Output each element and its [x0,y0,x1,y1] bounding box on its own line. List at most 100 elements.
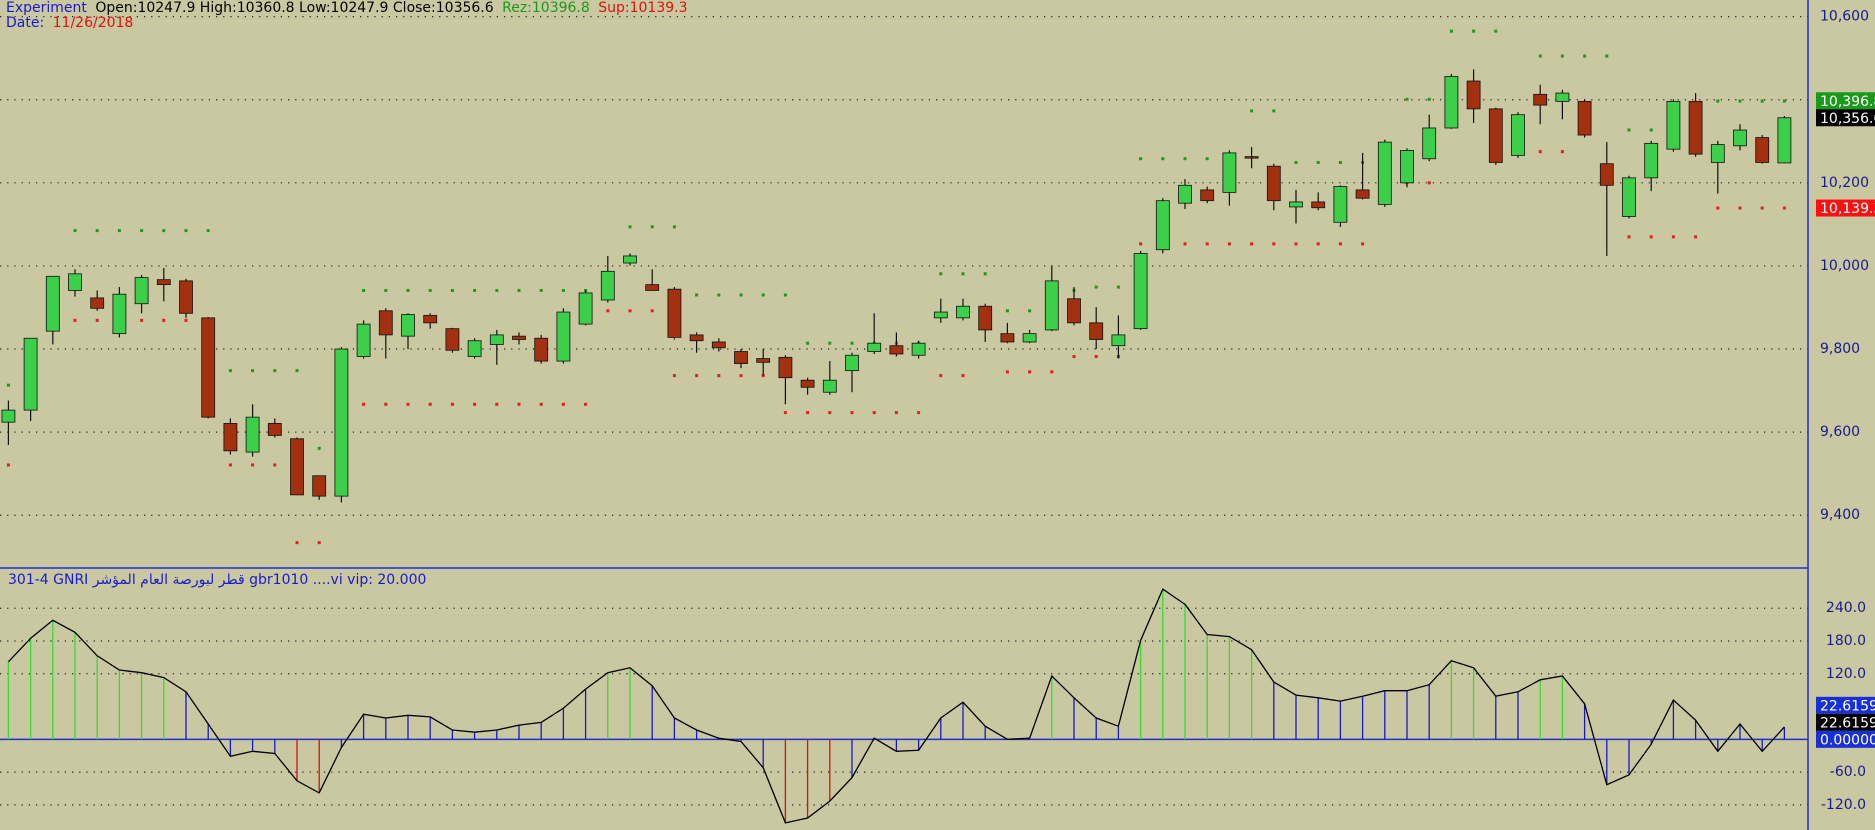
level-dot [1338,242,1342,246]
level-dot [517,402,521,406]
candle-body [1777,117,1792,164]
candle-body [112,293,127,335]
level-dot [850,341,854,345]
candle-body [45,275,60,332]
candle-body [1333,186,1348,223]
level-dot [1116,285,1120,289]
level-dot [6,463,10,467]
y-tick-label: 10,200 [1820,175,1869,191]
candle-body [1533,93,1548,106]
level-dot [1782,206,1786,210]
level-dot [206,229,210,233]
level-dot [961,272,965,276]
level-dot [1316,160,1320,164]
y-tick-label: 9,400 [1820,507,1860,523]
candle-body [1089,322,1104,340]
level-dot [117,229,121,233]
candle-body [1155,200,1170,251]
price-marker [1816,109,1875,127]
level-dot [1205,157,1209,161]
price-marker-label: 10,139.3 [1820,201,1875,217]
level-dot [317,446,321,450]
level-dot [1294,160,1298,164]
candle-body [1488,108,1503,163]
date-line: Date: 11/26/2018 [6,15,133,31]
level-dot [1449,29,1453,33]
level-dot [1627,235,1631,239]
level-dot [273,369,277,373]
level-dot [295,541,299,545]
candle-body [756,358,771,363]
candle-body [1178,184,1192,204]
candle-body [956,305,970,319]
level-dot [1028,370,1032,374]
candle-body [1622,177,1636,217]
level-dot [162,229,166,233]
y-tick-label: -60.0 [1830,764,1866,780]
level-dot [939,374,943,378]
level-dot [806,341,810,345]
candle-body [1688,100,1703,155]
candle-body [889,345,904,355]
candle-body [689,334,704,342]
level-dot [783,293,787,297]
candle-body [1355,189,1370,199]
level-dot [939,272,943,276]
price-marker-label: 22.6159 [1820,715,1875,731]
level-dot [1583,54,1587,58]
date: 11/26/2018 [53,15,134,31]
level-dot [606,309,610,313]
level-dot [317,541,321,545]
level-dot [695,293,699,297]
level-dot [1538,54,1542,58]
price-marker [1816,696,1875,714]
candle-body [1599,163,1614,186]
candle-body [90,297,105,309]
level-dot [1605,54,1609,58]
candle-body [978,305,993,331]
level-dot [1782,99,1786,103]
candle-body [1222,152,1237,193]
level-dot [1538,150,1542,154]
candle-body [1111,334,1126,347]
candle-body [1444,76,1459,129]
candle-body [1289,201,1303,208]
level-dot [362,288,366,292]
candle-body [1133,253,1148,330]
candle-body [378,310,393,336]
level-dot [1716,206,1720,210]
candle-body [578,292,593,325]
sup-label: Sup:10139.3 [598,0,687,16]
level-dot [1183,157,1187,161]
level-dot [228,369,232,373]
level-dot [672,225,676,229]
level-dot [1316,242,1320,246]
candle-body [1400,150,1414,184]
y-tick-label: -120.0 [1821,797,1866,813]
candle-body [1,409,16,423]
level-dot [1427,97,1431,101]
candle-body [556,311,571,362]
y-tick-label: 10,000 [1820,258,1869,274]
level-dot [806,411,810,415]
level-dot [650,309,654,313]
level-dot [406,402,410,406]
level-dot [983,272,987,276]
y-tick-label: 10,600 [1820,9,1869,25]
level-dot [584,402,588,406]
level-dot [1760,99,1764,103]
candle-body [23,337,38,411]
level-dot [761,293,765,297]
price-marker-label: 10,356.6 [1820,111,1875,127]
candle-body [245,416,260,453]
candle-body [1555,92,1570,102]
level-dot [406,288,410,292]
candle-body [1733,129,1747,147]
level-dot [1028,309,1032,313]
level-dot [273,463,277,467]
candle-body [1067,298,1081,324]
candle-body [667,288,682,338]
